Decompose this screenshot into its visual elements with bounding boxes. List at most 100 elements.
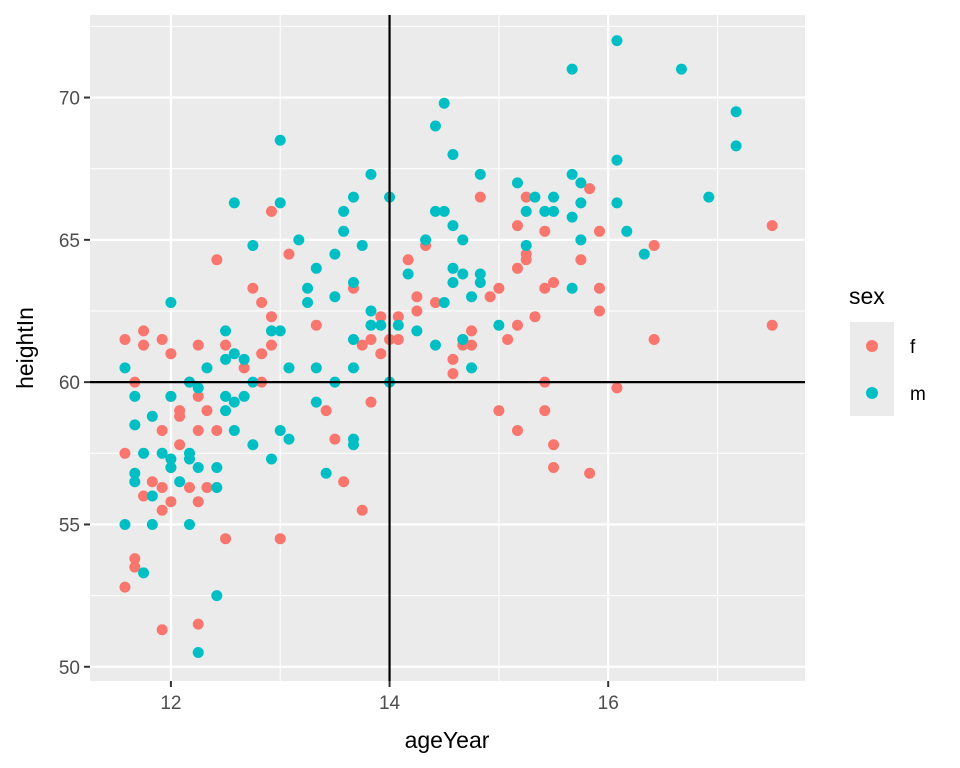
data-point-m [730, 140, 742, 152]
minor-gridlines [90, 15, 805, 681]
x-tick-label: 16 [598, 693, 619, 714]
data-point-m [438, 296, 450, 308]
data-point-m [211, 590, 223, 602]
data-point-f [365, 396, 377, 408]
data-point-m [165, 390, 177, 402]
data-point-f [256, 348, 268, 360]
data-point-f [474, 191, 486, 203]
y-axis: 50 55 60 65 70 [59, 89, 90, 679]
data-point-m [429, 339, 441, 351]
legend-label-f: f [910, 337, 916, 358]
data-point-m [392, 319, 404, 331]
data-point-f [584, 467, 596, 479]
data-point-m [447, 148, 459, 160]
data-point-f [238, 362, 250, 374]
data-point-m [466, 291, 478, 303]
data-point-f [156, 425, 168, 437]
data-point-f [138, 339, 150, 351]
data-point-m [457, 234, 469, 246]
data-point-f [520, 191, 532, 203]
data-point-f [766, 319, 778, 331]
series-m-points [119, 35, 742, 659]
data-point-f [648, 333, 660, 345]
data-point-m [566, 168, 578, 180]
data-point-f [165, 348, 177, 360]
data-point-m [347, 333, 359, 345]
data-point-f [411, 291, 423, 303]
data-point-m [283, 362, 295, 374]
data-point-f [593, 305, 605, 317]
reference-lines [90, 15, 805, 681]
data-point-f [520, 254, 532, 266]
data-point-m [466, 362, 478, 374]
data-point-m [165, 453, 177, 465]
data-point-m [420, 234, 432, 246]
x-axis-title: ageYear [405, 727, 490, 753]
data-point-f [511, 220, 523, 232]
y-axis-title: heightIn [12, 307, 38, 389]
data-point-m [474, 277, 486, 289]
data-point-m [638, 248, 650, 260]
data-point-m [228, 197, 240, 209]
data-point-m [457, 268, 469, 280]
data-point-f [174, 410, 186, 422]
data-point-m [156, 447, 168, 459]
data-point-f [211, 425, 223, 437]
data-point-m [165, 296, 177, 308]
data-point-f [511, 319, 523, 331]
data-point-f [392, 333, 404, 345]
data-point-f [156, 333, 168, 345]
data-point-m [347, 439, 359, 451]
data-point-m [192, 462, 204, 474]
data-point-m [402, 268, 414, 280]
data-point-m [520, 205, 532, 217]
legend-key-f [866, 340, 878, 352]
data-point-m [548, 205, 560, 217]
data-point-f [484, 291, 496, 303]
data-point-f [575, 254, 587, 266]
data-point-m [375, 319, 387, 331]
y-tick-label: 50 [59, 658, 80, 679]
data-point-m [438, 97, 450, 109]
data-point-m [429, 205, 441, 217]
x-tick-label: 12 [160, 693, 181, 714]
data-point-f [548, 462, 560, 474]
data-point-m [457, 333, 469, 345]
data-point-m [220, 390, 232, 402]
data-point-m [730, 106, 742, 118]
y-tick-label: 65 [59, 231, 80, 252]
data-point-f [274, 533, 286, 545]
data-point-m [274, 325, 286, 337]
data-point-f [183, 481, 195, 493]
data-point-m [566, 282, 578, 294]
data-point-f [539, 282, 551, 294]
data-point-f [192, 390, 204, 402]
data-point-m [293, 234, 305, 246]
legend-key-m [866, 387, 878, 399]
data-point-m [529, 191, 541, 203]
y-tick-label: 55 [59, 515, 80, 536]
data-point-f [539, 405, 551, 417]
data-point-m [703, 191, 715, 203]
data-point-f [320, 405, 332, 417]
data-point-m [310, 262, 322, 274]
data-point-f [201, 405, 213, 417]
data-point-m [329, 291, 341, 303]
data-point-m [302, 296, 314, 308]
data-point-m [274, 425, 286, 437]
data-point-f [593, 225, 605, 237]
data-point-f [192, 496, 204, 508]
data-point-m [493, 319, 505, 331]
data-point-m [247, 240, 259, 252]
data-point-m [438, 205, 450, 217]
data-point-m [265, 325, 277, 337]
data-point-f [447, 353, 459, 365]
data-point-m [347, 277, 359, 289]
data-point-m [220, 353, 232, 365]
data-point-f [375, 348, 387, 360]
data-point-f [192, 339, 204, 351]
y-tick-label: 70 [59, 89, 80, 110]
data-point-m [228, 396, 240, 408]
data-point-m [119, 518, 131, 530]
data-point-m [211, 481, 223, 493]
